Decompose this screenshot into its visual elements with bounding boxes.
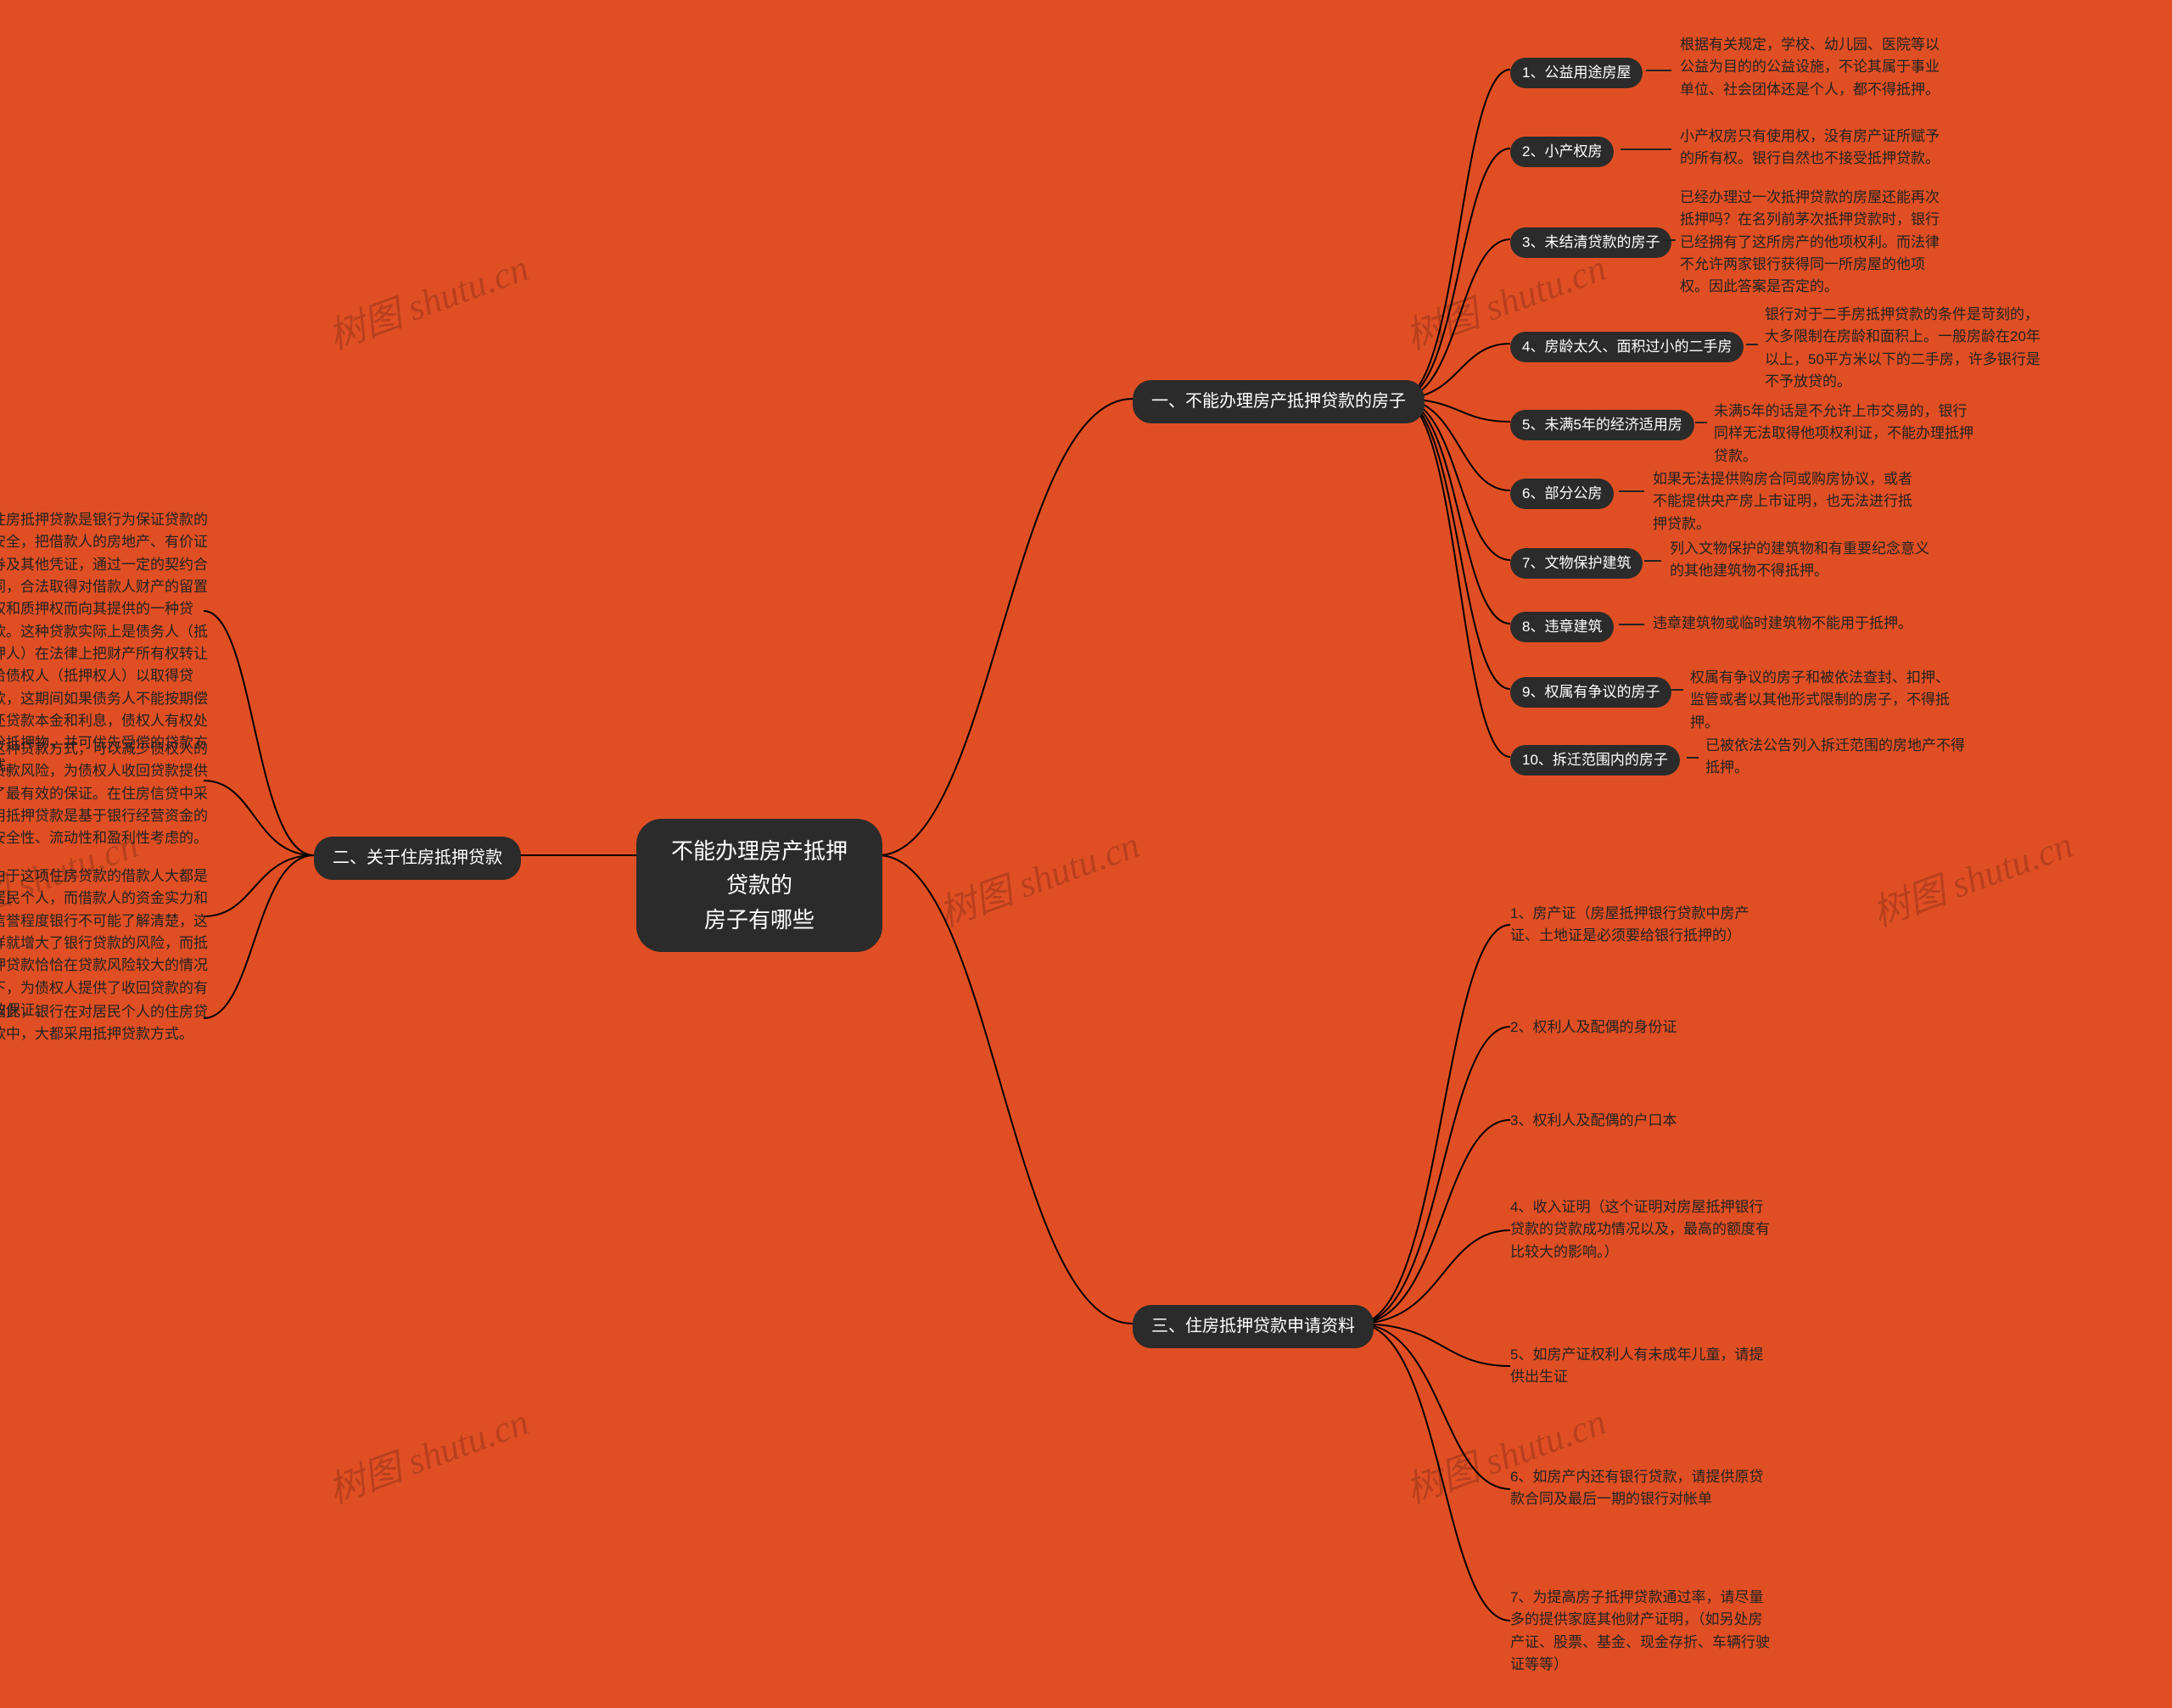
b1-desc-1-text: 根据有关规定，学校、幼儿园、医院等以公益为目的的公益设施，不论其属于事业单位、社… xyxy=(1680,36,1940,98)
b1-desc-7: 列入文物保护的建筑物和有重要纪念意义的其他建筑物不得抵押。 xyxy=(1670,538,1933,583)
b1-desc-2-text: 小产权房只有使用权，没有房产证所赋予的所有权。银行自然也不接受抵押贷款。 xyxy=(1680,128,1940,166)
b1-desc-10-text: 已被依法公告列入拆迁范围的房地产不得抵押。 xyxy=(1705,737,1965,776)
watermark: 树图 shutu.cn xyxy=(320,1392,535,1515)
b1-tag-6[interactable]: 6、部分公房 xyxy=(1510,479,1614,509)
b1-tag-8-label: 8、违章建筑 xyxy=(1522,619,1602,635)
b1-tag-9-label: 9、权属有争议的房子 xyxy=(1522,684,1660,700)
dash xyxy=(1746,344,1758,345)
b1-desc-5-text: 未满5年的话是不允许上市交易的，银行同样无法取得他项权利证，不能办理抵押贷款。 xyxy=(1714,403,1973,464)
b3-desc-3: 3、权利人及配偶的户口本 xyxy=(1510,1110,1677,1132)
b3-desc-5: 5、如房产证权利人有未成年儿童，请提供出生证 xyxy=(1510,1344,1773,1389)
b1-desc-4: 银行对于二手房抵押贷款的条件是苛刻的，大多限制在房龄和面积上。一般房龄在20年以… xyxy=(1765,304,2045,393)
b3-desc-7: 7、为提高房子抵押贷款通过率，请尽量多的提供家庭其他财产证明，（如另处房产证、股… xyxy=(1510,1587,1773,1676)
branch-3-label: 三、住房抵押贷款申请资料 xyxy=(1151,1317,1355,1336)
b3-desc-2-text: 2、权利人及配偶的身份证 xyxy=(1510,1019,1677,1035)
branch-2[interactable]: 二、关于住房抵押贷款 xyxy=(314,837,521,880)
b1-tag-4-label: 4、房龄太久、面积过小的二手房 xyxy=(1522,339,1732,355)
b1-tag-4[interactable]: 4、房龄太久、面积过小的二手房 xyxy=(1510,332,1744,362)
b1-tag-1-label: 1、公益用途房屋 xyxy=(1522,64,1631,81)
b2-desc-2-text: 这种贷款方式，可以减少债权人的贷款风险，为债权人收回贷款提供了最有效的保证。在住… xyxy=(0,741,208,846)
branch-2-label: 二、关于住房抵押贷款 xyxy=(333,848,502,867)
dash xyxy=(1687,757,1699,759)
dash xyxy=(1671,689,1683,691)
dash xyxy=(1621,148,1671,150)
dash xyxy=(1646,70,1671,71)
center-label: 不能办理房产抵押贷款的房子有哪些 xyxy=(671,838,848,932)
b1-desc-7-text: 列入文物保护的建筑物和有重要纪念意义的其他建筑物不得抵押。 xyxy=(1670,540,1929,579)
b1-desc-3-text: 已经办理过一次抵押贷款的房屋还能再次抵押吗？在名列前茅次抵押贷款时，银行已经拥有… xyxy=(1680,189,1940,294)
b1-tag-10-label: 10、拆迁范围内的房子 xyxy=(1522,752,1668,768)
dash xyxy=(1619,490,1644,492)
branch-3[interactable]: 三、住房抵押贷款申请资料 xyxy=(1133,1305,1374,1348)
b1-desc-6-text: 如果无法提供购房合同或购房协议，或者不能提供央产房上市证明，也无法进行抵押贷款。 xyxy=(1653,471,1912,532)
b3-desc-6-text: 6、如房产内还有银行贷款，请提供原贷款合同及最后一期的银行对帐单 xyxy=(1510,1469,1763,1507)
dash xyxy=(1644,560,1661,562)
branch-1[interactable]: 一、不能办理房产抵押贷款的房子 xyxy=(1133,380,1425,423)
b3-desc-7-text: 7、为提高房子抵押贷款通过率，请尽量多的提供家庭其他财产证明，（如另处房产证、股… xyxy=(1510,1589,1770,1672)
watermark: 树图 shutu.cn xyxy=(1864,815,2080,938)
dash xyxy=(1695,422,1707,423)
b2-desc-1-text: 住房抵押贷款是银行为保证贷款的安全，把借款人的房地产、有价证券及其他凭证，通过一… xyxy=(0,512,208,774)
b1-desc-5: 未满5年的话是不允许上市交易的，银行同样无法取得他项权利证，不能办理抵押贷款。 xyxy=(1714,400,1977,468)
dash xyxy=(1663,239,1676,241)
b1-tag-7[interactable]: 7、文物保护建筑 xyxy=(1510,548,1643,579)
b1-tag-3-label: 3、未结清贷款的房子 xyxy=(1522,234,1660,250)
b1-tag-8[interactable]: 8、违章建筑 xyxy=(1510,612,1614,642)
b1-desc-8: 违章建筑物或临时建筑物不能用于抵押。 xyxy=(1653,613,1912,635)
b2-desc-3-text: 由于这项住房贷款的借款人大都是居民个人，而借款人的资金实力和信誉程度银行不可能了… xyxy=(0,868,208,1018)
b2-desc-4-text: 因此，银行在对居民个人的住房贷款中，大都采用抵押贷款方式。 xyxy=(0,1004,208,1042)
b1-tag-5[interactable]: 5、未满5年的经济适用房 xyxy=(1510,410,1694,440)
b1-desc-10: 已被依法公告列入拆迁范围的房地产不得抵押。 xyxy=(1705,735,1968,780)
b3-desc-5-text: 5、如房产证权利人有未成年儿童，请提供出生证 xyxy=(1510,1347,1763,1385)
branch-1-label: 一、不能办理房产抵押贷款的房子 xyxy=(1151,392,1406,411)
b1-tag-7-label: 7、文物保护建筑 xyxy=(1522,555,1631,571)
b1-tag-9[interactable]: 9、权属有争议的房子 xyxy=(1510,677,1671,708)
b3-desc-1: 1、房产证（房屋抵押银行贷款中房产证、土地证是必须要给银行抵押的） xyxy=(1510,903,1773,948)
b3-desc-4: 4、收入证明（这个证明对房屋抵押银行贷款的贷款成功情况以及，最高的额度有比较大的… xyxy=(1510,1196,1773,1263)
b1-desc-4-text: 银行对于二手房抵押贷款的条件是苛刻的，大多限制在房龄和面积上。一般房龄在20年以… xyxy=(1765,306,2040,389)
watermark: 树图 shutu.cn xyxy=(931,815,1146,938)
watermark: 树图 shutu.cn xyxy=(320,238,535,361)
b1-desc-9: 权属有争议的房子和被依法查封、扣押、监管或者以其他形式限制的房子，不得抵押。 xyxy=(1690,667,1953,734)
b3-desc-3-text: 3、权利人及配偶的户口本 xyxy=(1510,1112,1677,1128)
b3-desc-1-text: 1、房产证（房屋抵押银行贷款中房产证、土地证是必须要给银行抵押的） xyxy=(1510,905,1749,944)
center-node[interactable]: 不能办理房产抵押贷款的房子有哪些 xyxy=(636,819,882,952)
b1-tag-3[interactable]: 3、未结清贷款的房子 xyxy=(1510,227,1671,258)
b1-tag-2-label: 2、小产权房 xyxy=(1522,143,1602,160)
b1-desc-8-text: 违章建筑物或临时建筑物不能用于抵押。 xyxy=(1653,615,1912,631)
b1-tag-5-label: 5、未满5年的经济适用房 xyxy=(1522,417,1682,433)
b2-desc-2: 这种贷款方式，可以减少债权人的贷款风险，为债权人收回贷款提供了最有效的保证。在住… xyxy=(0,738,212,850)
b2-desc-1: 住房抵押贷款是银行为保证贷款的安全，把借款人的房地产、有价证券及其他凭证，通过一… xyxy=(0,509,212,777)
b3-desc-6: 6、如房产内还有银行贷款，请提供原贷款合同及最后一期的银行对帐单 xyxy=(1510,1466,1773,1511)
b1-desc-3: 已经办理过一次抵押贷款的房屋还能再次抵押吗？在名列前茅次抵押贷款时，银行已经拥有… xyxy=(1680,187,1943,299)
b2-desc-4: 因此，银行在对居民个人的住房贷款中，大都采用抵押贷款方式。 xyxy=(0,1001,212,1046)
b3-desc-4-text: 4、收入证明（这个证明对房屋抵押银行贷款的贷款成功情况以及，最高的额度有比较大的… xyxy=(1510,1199,1770,1260)
b1-desc-9-text: 权属有争议的房子和被依法查封、扣押、监管或者以其他形式限制的房子，不得抵押。 xyxy=(1690,669,1950,731)
b1-desc-1: 根据有关规定，学校、幼儿园、医院等以公益为目的的公益设施，不论其属于事业单位、社… xyxy=(1680,34,1943,101)
b1-tag-2[interactable]: 2、小产权房 xyxy=(1510,137,1614,167)
dash xyxy=(1619,624,1644,625)
b3-desc-2: 2、权利人及配偶的身份证 xyxy=(1510,1016,1677,1039)
b1-desc-6: 如果无法提供购房合同或购房协议，或者不能提供央产房上市证明，也无法进行抵押贷款。 xyxy=(1653,468,1916,535)
b2-desc-3: 由于这项住房贷款的借款人大都是居民个人，而借款人的资金实力和信誉程度银行不可能了… xyxy=(0,865,212,1022)
b1-desc-2: 小产权房只有使用权，没有房产证所赋予的所有权。银行自然也不接受抵押贷款。 xyxy=(1680,126,1943,171)
b1-tag-6-label: 6、部分公房 xyxy=(1522,485,1602,501)
b1-tag-1[interactable]: 1、公益用途房屋 xyxy=(1510,58,1643,88)
b1-tag-10[interactable]: 10、拆迁范围内的房子 xyxy=(1510,745,1680,776)
